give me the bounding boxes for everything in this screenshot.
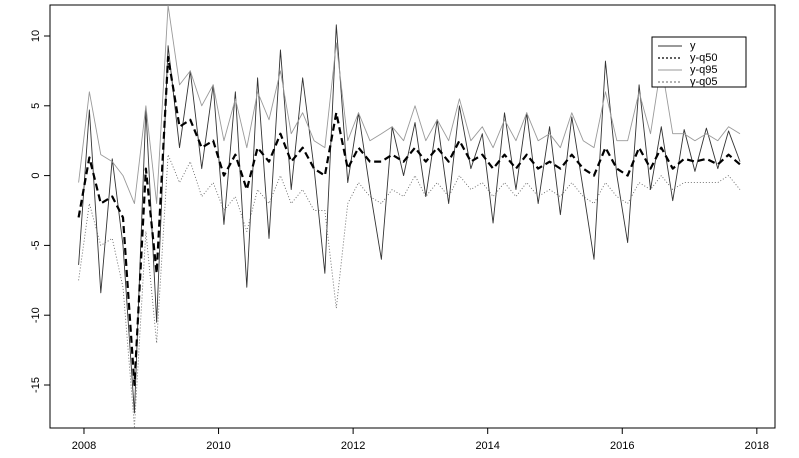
legend-box: [651, 36, 747, 88]
x-tick-label: 2016: [610, 440, 634, 452]
series-line: [77, 55, 741, 387]
legend-label: y: [690, 40, 696, 52]
y-tick-label: 10: [30, 30, 42, 42]
lines: [77, 5, 741, 428]
x-tick-label: 2012: [341, 440, 365, 452]
series-line: [78, 24, 741, 414]
x-tick-label: 2014: [475, 440, 499, 452]
legend-label: y-q50: [690, 52, 718, 64]
y-tick-label: -10: [30, 307, 42, 323]
series-line: [78, 5, 741, 204]
x-tick-label: 2008: [72, 440, 96, 452]
y-tick-label: -15: [30, 377, 42, 393]
y-tick-label: 5: [30, 103, 42, 109]
y-tick-label: 0: [30, 173, 42, 179]
x-tick-label: 2018: [745, 440, 769, 452]
x-tick-label: 2010: [206, 440, 230, 452]
legend-label: y-q05: [690, 76, 718, 88]
series-line: [78, 154, 741, 428]
plot-box: [49, 4, 776, 429]
legend-label: y-q95: [690, 64, 718, 76]
y-tick-label: -5: [30, 241, 42, 251]
